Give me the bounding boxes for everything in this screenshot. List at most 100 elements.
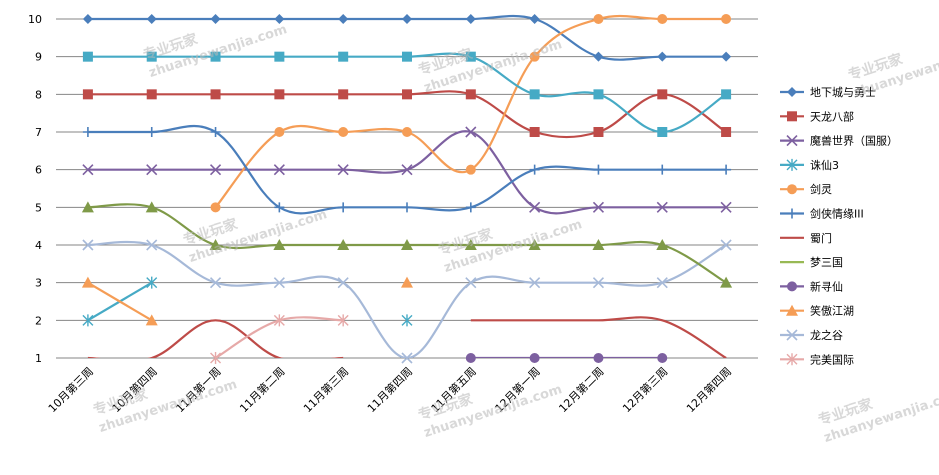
series-line (87, 90, 727, 139)
series-point (787, 281, 797, 292)
series-point (82, 239, 94, 251)
series-point (209, 164, 222, 176)
series-point (465, 126, 477, 138)
series-point (273, 239, 286, 250)
legend-label: 诛仙3 (810, 159, 839, 172)
series-point (786, 135, 798, 147)
legend-label: 天龙八部 (810, 109, 854, 123)
series-point (786, 329, 798, 341)
legend-item: 完美国际 (780, 352, 854, 366)
series-point (657, 89, 668, 100)
y-tick-label: 4 (35, 239, 42, 252)
series-point (146, 127, 157, 137)
legend-item: 梦三国 (780, 256, 843, 269)
series-point (465, 202, 476, 213)
series-point (402, 51, 412, 62)
legend-item: 天龙八部 (780, 109, 854, 123)
series-point (402, 89, 412, 100)
series-point (786, 304, 798, 316)
y-tick-label: 3 (35, 277, 42, 290)
x-category-label: 12月第三周 (619, 364, 670, 415)
y-tick-label: 7 (35, 126, 42, 139)
series-point (274, 202, 285, 213)
y-tick-label: 1 (35, 352, 42, 365)
legend-label: 地下城与勇士 (810, 86, 876, 99)
series-point (657, 14, 668, 24)
series-point (338, 202, 349, 213)
y-tick-label: 2 (35, 314, 42, 327)
series-point (464, 239, 477, 250)
series-point (337, 314, 349, 327)
legend-label: 剑灵 (810, 182, 832, 196)
series-point (657, 127, 668, 137)
series-point (210, 14, 221, 24)
series-point (274, 127, 285, 137)
legend-label: 新寻仙 (810, 279, 843, 293)
series-point (593, 353, 604, 363)
legend-item: 剑灵 (780, 182, 832, 196)
series-point (529, 164, 540, 175)
series-point (465, 277, 477, 289)
series-point (592, 239, 605, 250)
legend-label: 笑傲江湖 (810, 304, 854, 318)
series-point (720, 276, 733, 288)
series-point (210, 202, 221, 213)
series-point (593, 164, 604, 175)
series-point (338, 89, 349, 100)
legend-label: 剑侠情缘III (810, 207, 864, 221)
series-point (720, 201, 732, 213)
series-point (786, 158, 798, 171)
series-point (787, 87, 797, 97)
series-point (210, 89, 221, 100)
series-point (402, 202, 412, 213)
series-point (786, 353, 798, 366)
legend-item: 诛仙3 (780, 159, 839, 172)
y-tick-label: 10 (28, 13, 42, 26)
y-tick-label: 6 (35, 164, 42, 177)
legend-item: 笑傲江湖 (780, 304, 854, 318)
series-point (401, 164, 413, 176)
series-point (593, 89, 604, 100)
series-point (338, 51, 349, 62)
series-point (787, 184, 797, 195)
series-point (338, 14, 349, 24)
series-point (273, 164, 285, 176)
series-point (465, 164, 476, 175)
legend-item: 蜀门 (780, 231, 832, 245)
series-point (787, 208, 797, 219)
series-point (529, 353, 540, 363)
series-point (465, 89, 476, 100)
series-point (657, 164, 668, 175)
series-point (82, 127, 93, 137)
series-point (337, 164, 349, 176)
series-point (402, 14, 412, 24)
series-point (465, 353, 476, 363)
series-point (274, 14, 285, 24)
series-point (593, 51, 604, 62)
series-point (721, 127, 732, 137)
legend-label: 龙之谷 (810, 328, 843, 342)
series-point (337, 239, 350, 250)
series-line (87, 240, 727, 358)
series-point (402, 127, 412, 137)
series-point (146, 14, 157, 24)
x-category-label: 11月第四周 (364, 364, 415, 415)
legend-label: 梦三国 (810, 256, 843, 269)
series-line (214, 14, 727, 209)
series-point (529, 14, 540, 24)
series-point (721, 89, 732, 100)
series-point (338, 127, 349, 137)
series-point (401, 239, 413, 250)
legend-item: 地下城与勇士 (780, 86, 876, 99)
series-point (273, 314, 285, 327)
series-point (210, 51, 221, 62)
series-point (529, 89, 540, 100)
x-category-label: 11月第三周 (300, 364, 351, 415)
series-point (82, 51, 93, 62)
series-point (401, 314, 413, 327)
y-tick-label: 8 (35, 88, 42, 101)
series-point (209, 277, 222, 289)
series-point (274, 51, 285, 62)
